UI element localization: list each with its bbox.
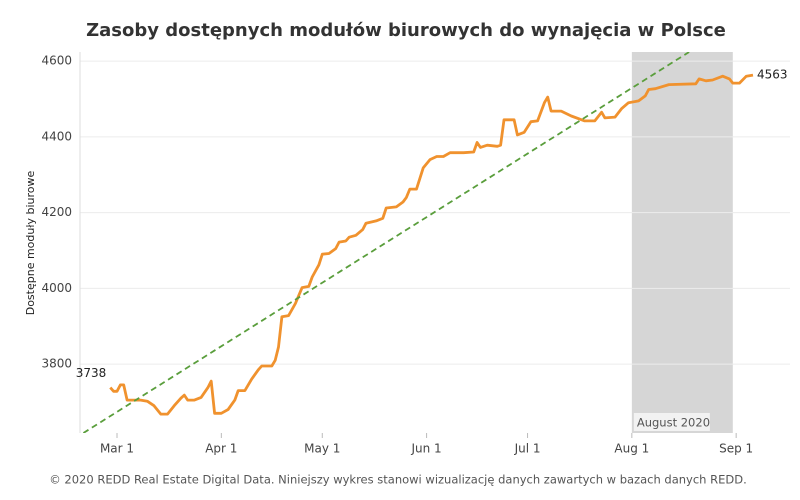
y-tick-label: 4600 bbox=[41, 54, 72, 68]
x-tick-label: Jul 1 bbox=[514, 442, 541, 456]
y-axis-title: Dostępne moduły biurowe bbox=[24, 170, 37, 315]
x-tick-label: Jun 1 bbox=[410, 442, 441, 456]
x-tick-label: Sep 1 bbox=[719, 442, 753, 456]
data-line bbox=[109, 73, 754, 416]
x-tick-label: Apr 1 bbox=[205, 442, 237, 456]
y-tick-label: 4400 bbox=[41, 129, 72, 143]
y-tick-label: 4000 bbox=[41, 281, 72, 295]
chart-title: Zasoby dostępnych modułów biurowych do w… bbox=[86, 20, 726, 41]
x-tick-label: Aug 1 bbox=[614, 442, 649, 456]
highlight-band bbox=[631, 52, 733, 433]
band-label: August 2020 bbox=[637, 416, 710, 430]
footer: © 2020 REDD Real Estate Digital Data. Ni… bbox=[49, 473, 747, 487]
x-tick-label: Mar 1 bbox=[100, 442, 134, 456]
y-tick-label: 3800 bbox=[41, 357, 72, 371]
end-label: 4563 bbox=[757, 68, 788, 82]
band-label-bg bbox=[633, 413, 710, 431]
x-tick-label: May 1 bbox=[304, 442, 340, 456]
y-tick-label: 4200 bbox=[41, 205, 72, 219]
start-label: 3738 bbox=[76, 366, 107, 380]
trend-line bbox=[82, 52, 690, 433]
